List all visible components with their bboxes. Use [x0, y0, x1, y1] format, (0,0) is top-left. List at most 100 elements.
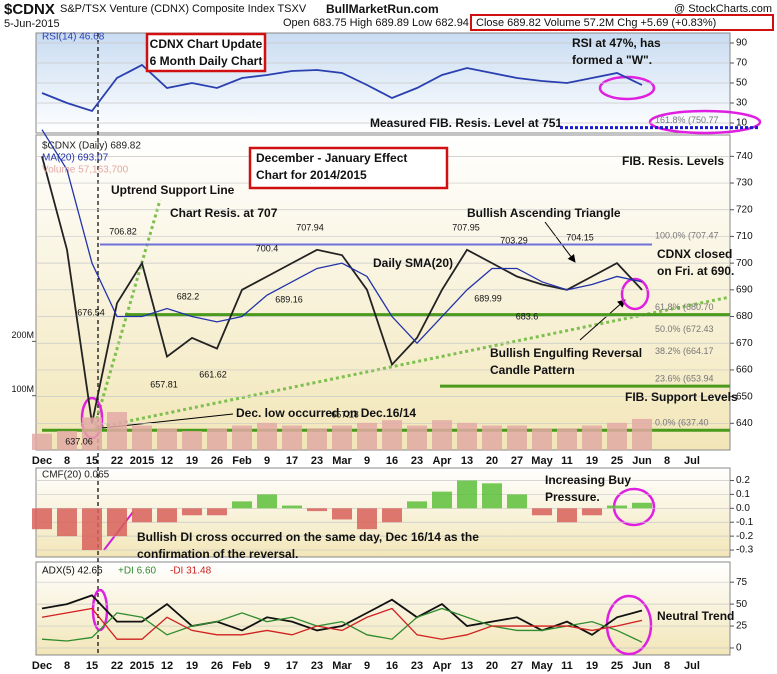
- bar: [407, 425, 427, 450]
- bar: [157, 428, 177, 450]
- site: BullMarketRun.com: [326, 2, 439, 16]
- ohl: Open 683.75 High 689.89 Low 682.94: [283, 17, 469, 29]
- y-tick-label: 0.2: [736, 475, 750, 486]
- bar: [182, 430, 202, 450]
- y-tick-label: 10: [736, 118, 748, 129]
- x-tick-label: 8: [664, 660, 670, 672]
- x-tick-label: 12: [161, 660, 173, 672]
- symbol: $CDNX: [4, 1, 55, 18]
- bar: [307, 508, 327, 512]
- price-label: 657.18: [331, 409, 359, 419]
- x-tick-label: Jun: [632, 660, 652, 672]
- price-label: 703.29: [500, 235, 528, 245]
- price-label: 637.06: [65, 436, 93, 446]
- date: 5-Jun-2015: [4, 18, 60, 30]
- x-tick-label: 19: [186, 455, 198, 467]
- y-tick-label: 680: [736, 311, 753, 322]
- y-tick-label: 670: [736, 338, 753, 349]
- bar: [382, 420, 402, 450]
- x-tick-label: 17: [286, 455, 298, 467]
- x-tick-label: Jul: [684, 660, 700, 672]
- bar: [482, 425, 502, 450]
- bar: [482, 483, 502, 509]
- bar: [407, 501, 427, 509]
- annotation: formed a "W".: [572, 53, 652, 67]
- bar: [107, 411, 127, 450]
- y-tick-label: 710: [736, 231, 753, 242]
- y-tick-label: 50: [736, 78, 748, 89]
- y-tick-label: 70: [736, 58, 748, 69]
- annotation-box: [248, 146, 449, 190]
- price-label: 706.82: [109, 226, 137, 236]
- x-tick-label: 11: [561, 660, 573, 672]
- bar: [57, 430, 77, 450]
- highlight: [648, 109, 762, 135]
- y-tick-label: 50: [736, 599, 748, 610]
- x-tick-label: 19: [586, 455, 598, 467]
- bar: [557, 508, 577, 523]
- annotation: Bullish DI cross occurred on the same da…: [137, 530, 479, 544]
- x-tick-label: Mar: [332, 455, 352, 467]
- y-tick-label: 640: [736, 418, 753, 429]
- annotation: Pressure.: [545, 490, 600, 504]
- x-tick-label: 23: [311, 455, 323, 467]
- x-tick-label: Apr: [433, 455, 453, 467]
- annotation: Measured FIB. Resis. Level at 751: [370, 116, 562, 130]
- annotation: Candle Pattern: [490, 363, 575, 377]
- x-tick-label: 17: [286, 660, 298, 672]
- y-tick-label: 660: [736, 365, 753, 376]
- bar: [32, 508, 52, 530]
- x-tick-label: 23: [311, 660, 323, 672]
- annotation: Neutral Trend: [657, 609, 734, 623]
- bar: [232, 425, 252, 450]
- annotation: Increasing Buy: [545, 473, 631, 487]
- legend-entry: Volume 57,163,700: [42, 165, 129, 176]
- x-tick-label: 16: [386, 660, 398, 672]
- annotation: Dec. low occurred on Dec.16/14: [236, 406, 416, 420]
- line: [41, 63, 643, 113]
- arrow: [544, 221, 576, 263]
- x-tick-label: 25: [611, 455, 623, 467]
- bar: [632, 418, 652, 450]
- y-tick-label: 30: [736, 98, 748, 109]
- x-tick-label: 25: [611, 660, 623, 672]
- legend-entry: +DI 6.60: [118, 566, 157, 577]
- bar: [332, 508, 352, 520]
- line: [41, 607, 643, 640]
- index-name: S&P/TSX Venture (CDNX) Composite Index T…: [60, 3, 307, 15]
- line: [41, 607, 643, 643]
- highlight: [620, 277, 650, 311]
- legend-entry: CMF(20) 0.065: [42, 470, 110, 481]
- fib-label: 100.0% (707.47: [655, 231, 719, 241]
- bar: [332, 425, 352, 450]
- price-label: 700.4: [256, 243, 279, 253]
- fib-label: 50.0% (672.43: [655, 324, 714, 334]
- x-tick-label: Mar: [332, 660, 352, 672]
- x-tick-label: Dec: [32, 455, 52, 467]
- y-tick-label: 730: [736, 178, 753, 189]
- x-tick-label: 27: [511, 455, 523, 467]
- x-tick-label: 15: [86, 455, 98, 467]
- x-tick-label: 26: [211, 455, 223, 467]
- y-tick-label: 90: [736, 38, 748, 49]
- x-tick-label: 26: [211, 660, 223, 672]
- x-tick-label: Jul: [684, 455, 700, 467]
- bar: [132, 425, 152, 450]
- panel: [35, 561, 731, 656]
- x-tick-label: 20: [486, 660, 498, 672]
- bar: [582, 508, 602, 516]
- bar: [257, 494, 277, 509]
- bar: [132, 508, 152, 523]
- bar: [32, 433, 52, 450]
- bar: [607, 422, 627, 450]
- bar: [557, 428, 577, 450]
- x-tick-label: 8: [64, 660, 70, 672]
- x-tick-label: 27: [511, 660, 523, 672]
- y2-tick-label: 200M: [11, 330, 34, 340]
- x-tick-label: 13: [461, 660, 473, 672]
- y-tick-label: 0: [736, 643, 742, 654]
- bar: [232, 501, 252, 509]
- x-tick-label: 22: [111, 455, 123, 467]
- close-box: [470, 14, 774, 31]
